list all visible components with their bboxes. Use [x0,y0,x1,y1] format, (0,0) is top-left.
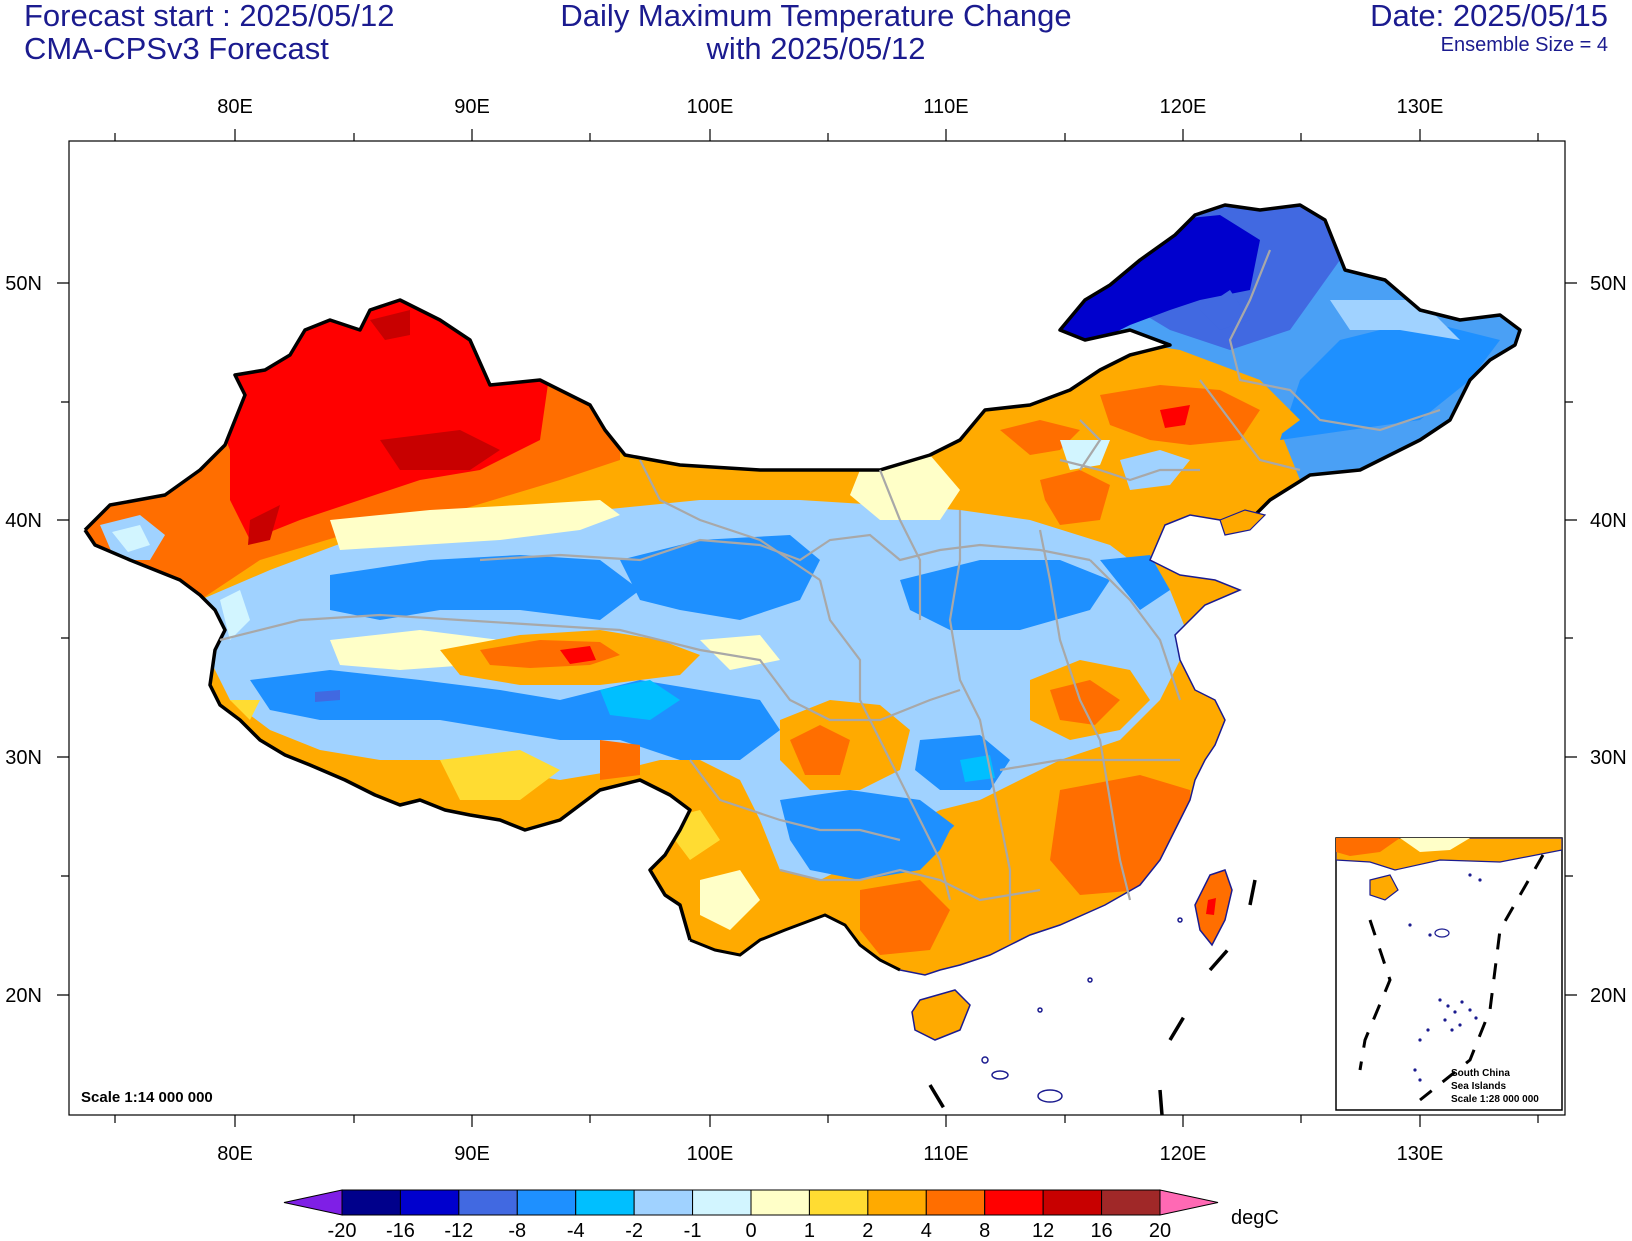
colorbar-tick-label: -8 [508,1220,526,1241]
colorbar-max-arrow [1159,1189,1219,1216]
coastline [899,514,1246,976]
colorbar-swatch [341,1189,401,1216]
lat-label: 50N [1590,273,1627,295]
sea-islets [981,917,1183,1103]
lon-label: 130E [1397,1143,1444,1165]
colorbar-tick-label: -1 [684,1220,702,1241]
lat-label: 30N [5,747,42,769]
colorbar-tick-label: -20 [328,1220,357,1241]
colorbar-tick-label: 20 [1149,1220,1171,1241]
lon-label: 110E [923,96,968,118]
forecast-start-label: Forecast start : 2025/05/12 [24,0,395,33]
lat-label: 20N [5,985,42,1007]
province-boundaries [219,249,1441,940]
lat-label: 40N [5,510,42,532]
map-subtitle: with 2025/05/12 [706,31,926,66]
southwest-border [83,529,692,941]
colorbar-swatch [1042,1189,1103,1216]
colorbar: -20 -16 -12 -8 -4 -2 -1 0 1 2 4 8 12 16 20 [283,1189,1219,1241]
map-scale-label: Scale 1:14 000 000 [81,1089,213,1106]
lon-label: 90E [454,1143,490,1165]
lon-label: 110E [923,1143,968,1165]
colorbar-tick-label: 1 [804,1220,815,1241]
model-label: CMA-CPSv3 Forecast [24,31,329,66]
lon-label: 100E [687,1143,734,1165]
lat-label: 20N [1590,985,1627,1007]
colorbar-swatch [399,1189,460,1216]
colorbar-swatch [925,1189,986,1216]
inset-title-line2: Sea Islands [1451,1081,1506,1092]
hainan-island [911,989,971,1041]
lon-label: 80E [217,96,253,118]
latitude-labels-right: 50N 40N 30N 20N [1590,273,1627,1007]
colorbar-unit: degC [1231,1207,1279,1229]
axis-ticks [57,129,1577,1127]
colorbar-swatch [750,1189,810,1216]
lat-label: 50N [5,273,42,295]
colorbar-swatch [692,1189,752,1216]
colorbar-tick-label: -12 [444,1220,473,1241]
colorbar-tick-label: 8 [979,1220,990,1241]
colorbar-swatch [458,1189,518,1216]
lon-label: 120E [1160,96,1207,118]
lon-label: 130E [1397,96,1444,118]
lon-label: 80E [217,1143,253,1165]
colorbar-swatch [808,1189,869,1216]
colorbar-swatch [575,1189,635,1216]
colorbar-tick-label: -16 [386,1220,415,1241]
colorbar-tick-label: 4 [921,1220,932,1241]
colorbar-swatch [984,1189,1044,1216]
colorbar-swatch [867,1189,927,1216]
colorbar-tick-label: 12 [1032,1220,1054,1241]
nine-dash-line [928,879,1257,1116]
colorbar-tick-label: -4 [567,1220,585,1241]
lat-label: 30N [1590,747,1627,769]
colorbar-swatch [516,1189,577,1216]
inset-scale-label: Scale 1:28 000 000 [1451,1094,1539,1105]
south-china-sea-inset [1335,837,1563,1111]
colorbar-tick-label: 0 [745,1220,756,1241]
map-title: Daily Maximum Temperature Change [560,0,1072,33]
national-border [83,203,1522,532]
latitude-labels-left: 50N 40N 30N 20N [5,273,42,1007]
colorbar-tick-label: 2 [862,1220,873,1241]
colorbar-min-arrow [283,1189,343,1216]
colorbar-swatch [1101,1189,1161,1216]
colorbar-swatch [633,1189,694,1216]
colorbar-tick-label: -2 [625,1220,643,1241]
lon-label: 120E [1160,1143,1207,1165]
lat-label: 40N [1590,510,1627,532]
ensemble-size-label: Ensemble Size = 4 [1440,34,1608,56]
south-border [689,913,901,972]
colorbar-tick-label: 16 [1090,1220,1112,1241]
valid-date-label: Date: 2025/05/15 [1370,0,1608,33]
longitude-labels-bottom: 80E 90E 100E 110E 120E 130E [217,1143,1443,1165]
lon-label: 100E [687,96,734,118]
longitude-labels-top: 80E 90E 100E 110E 120E 130E [217,96,1443,118]
inset-title-line1: South China [1451,1068,1510,1079]
lon-label: 90E [454,96,490,118]
